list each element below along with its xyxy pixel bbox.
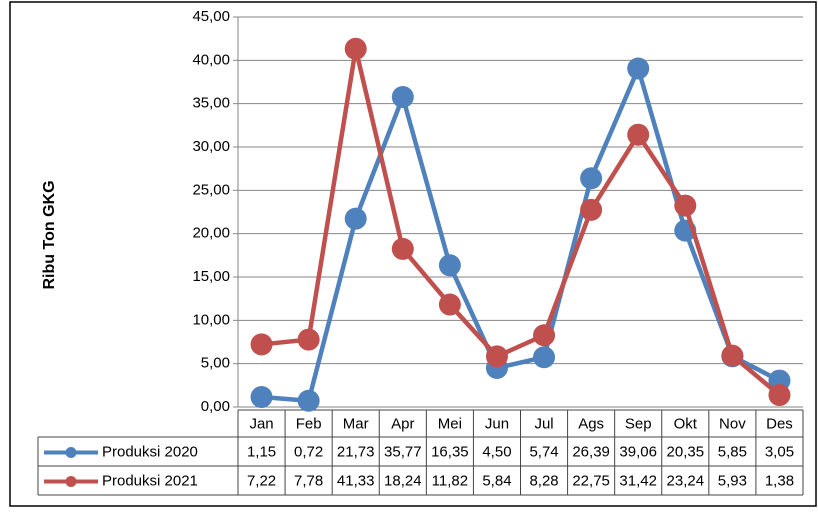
value-label: 39,06 (619, 443, 657, 460)
y-tick-label: 45,00 (192, 8, 230, 25)
x-tick-label: Des (766, 415, 793, 432)
value-label: 20,35 (667, 443, 705, 460)
y-tick-label: 0,00 (201, 398, 230, 415)
data-point (674, 194, 697, 217)
value-label: 4,50 (482, 443, 511, 460)
data-point (391, 237, 414, 260)
data-point (627, 123, 650, 146)
data-point (580, 167, 603, 190)
x-tick-label: Feb (296, 415, 322, 432)
value-label: 5,93 (718, 472, 747, 489)
value-label: 31,42 (619, 472, 657, 489)
x-tick-label: Apr (391, 415, 414, 432)
data-point (485, 345, 508, 368)
value-label: 5,85 (718, 443, 747, 460)
value-label: 8,28 (529, 472, 558, 489)
value-label: 3,05 (765, 443, 794, 460)
data-point (391, 85, 414, 108)
data-point (297, 328, 320, 351)
y-tick-label: 40,00 (192, 51, 230, 68)
data-point (250, 333, 273, 356)
chart-border (9, 1, 817, 507)
value-label: 5,74 (529, 443, 558, 460)
data-point (438, 293, 461, 316)
value-label: 0,72 (294, 443, 323, 460)
y-tick-label: 15,00 (192, 268, 230, 285)
y-tick-label: 20,00 (192, 225, 230, 242)
y-tick-label: 25,00 (192, 181, 230, 198)
data-point (580, 198, 603, 221)
value-label: 41,33 (337, 472, 375, 489)
legend-marker (65, 447, 77, 458)
legend-label: Produksi 2021 (102, 472, 198, 489)
value-label: 22,75 (572, 472, 610, 489)
legend-marker (65, 476, 77, 487)
x-tick-label: Ags (578, 415, 604, 432)
data-point (533, 346, 556, 369)
y-tick-label: 10,00 (192, 311, 230, 328)
value-label: 7,22 (247, 472, 276, 489)
data-point (250, 386, 273, 409)
value-label: 1,38 (765, 472, 794, 489)
x-tick-label: Jan (249, 415, 273, 432)
value-label: 1,15 (247, 443, 276, 460)
value-label: 21,73 (337, 443, 375, 460)
data-point (768, 384, 791, 407)
x-tick-label: Nov (719, 415, 746, 432)
x-tick-label: Okt (674, 415, 698, 432)
data-point (721, 344, 744, 367)
value-label: 11,82 (432, 472, 468, 489)
value-label: 35,77 (384, 443, 422, 460)
data-point (297, 389, 320, 412)
data-point (344, 37, 367, 60)
y-tick-label: 30,00 (192, 138, 230, 155)
x-tick-label: Jun (485, 415, 509, 432)
x-tick-label: Mar (343, 415, 369, 432)
value-label: 26,39 (572, 443, 610, 460)
value-label: 23,24 (667, 472, 705, 489)
value-label: 16,35 (431, 443, 469, 460)
y-tick-label: 35,00 (192, 95, 230, 112)
x-tick-label: Jul (534, 415, 553, 432)
data-point (344, 207, 367, 230)
series-line (261, 46, 781, 397)
value-label: 18,24 (384, 472, 422, 489)
value-label: 7,78 (294, 472, 323, 489)
y-tick-label: 5,00 (201, 355, 230, 372)
value-label: 5,84 (482, 472, 511, 489)
series-line (261, 66, 781, 404)
data-point (627, 57, 650, 80)
data-point (438, 254, 461, 277)
data-point (533, 324, 556, 347)
x-tick-label: Mei (438, 415, 462, 432)
y-axis-title: Ribu Ton GKG (41, 180, 58, 289)
legend-label: Produksi 2020 (102, 443, 198, 460)
x-tick-label: Sep (625, 415, 652, 432)
